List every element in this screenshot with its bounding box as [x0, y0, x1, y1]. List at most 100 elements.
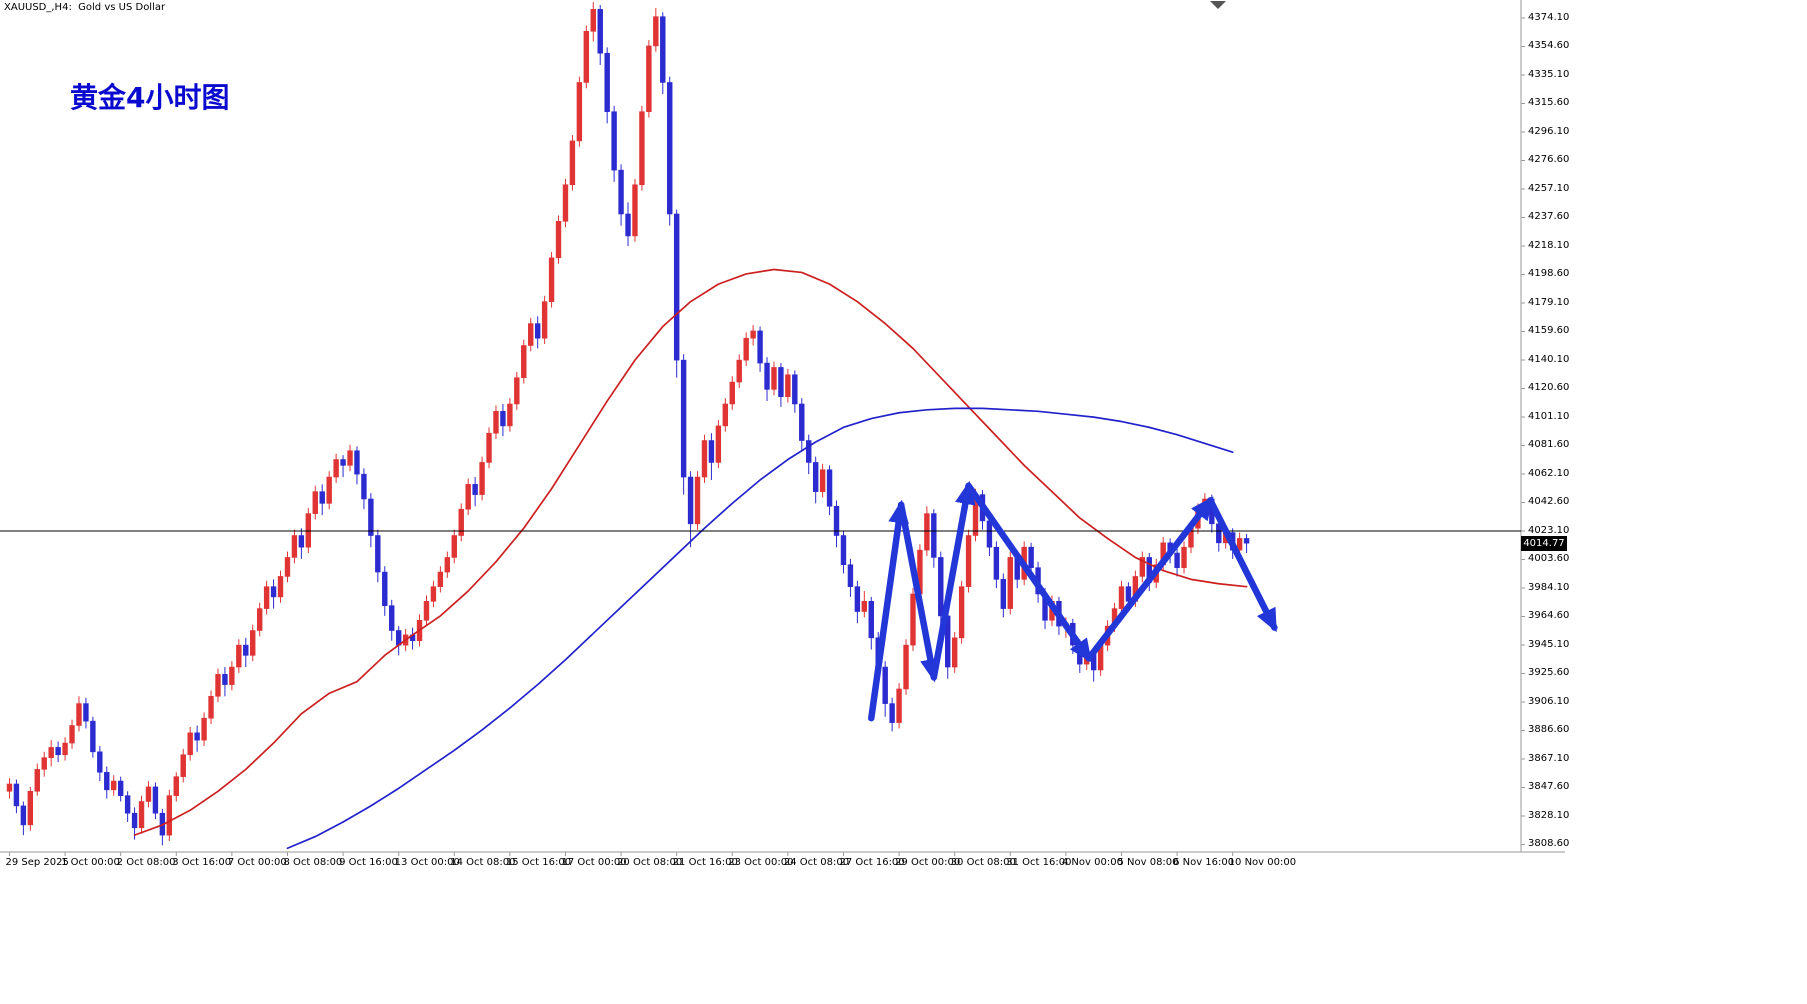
candle	[951, 637, 958, 668]
candle	[90, 720, 96, 753]
candle	[1139, 557, 1146, 577]
candle	[465, 484, 471, 510]
candle	[20, 805, 27, 826]
candle	[263, 586, 270, 609]
candle	[305, 513, 312, 548]
trend-arrow[interactable]	[868, 499, 909, 722]
candle	[660, 16, 666, 83]
candle	[55, 747, 61, 756]
trend-arrow[interactable]	[1085, 496, 1214, 662]
candle	[243, 644, 249, 656]
candle	[83, 703, 89, 722]
candle	[347, 450, 353, 466]
candle	[924, 513, 930, 551]
candle	[555, 220, 562, 259]
candle	[1174, 552, 1180, 568]
candle	[868, 600, 874, 639]
candle	[124, 795, 131, 814]
candle	[138, 801, 145, 829]
candle	[569, 140, 576, 186]
candle	[854, 586, 861, 612]
candle	[604, 52, 610, 112]
candle	[618, 169, 624, 215]
candle	[653, 16, 659, 47]
candle	[722, 403, 729, 427]
candle	[583, 30, 590, 83]
candle	[896, 688, 902, 723]
candle	[680, 359, 687, 478]
candle	[340, 459, 346, 466]
chart-shift-marker[interactable]	[1210, 1, 1226, 9]
candle	[771, 367, 777, 390]
trend-arrows[interactable]	[868, 480, 1278, 722]
candle	[187, 732, 193, 756]
candle	[458, 508, 464, 536]
candle	[111, 780, 117, 791]
trend-arrow[interactable]	[930, 480, 976, 681]
candle	[590, 9, 596, 32]
candle	[743, 337, 749, 361]
candle	[256, 608, 263, 631]
candle	[326, 476, 332, 504]
candle	[799, 403, 805, 441]
candle	[750, 330, 756, 339]
candle	[729, 381, 735, 405]
candle	[437, 571, 444, 587]
candle	[625, 213, 631, 237]
candle	[541, 301, 548, 339]
candle	[1028, 546, 1034, 568]
candle	[277, 576, 284, 598]
candle	[319, 491, 325, 504]
candle	[76, 703, 82, 726]
symbol-label: XAUUSD_,H4: Gold vs US Dollar	[4, 2, 166, 13]
candle	[479, 462, 485, 495]
candle	[284, 557, 291, 577]
candle	[215, 674, 221, 697]
candle	[785, 374, 791, 397]
candle	[847, 564, 854, 587]
ma-blue-line[interactable]	[286, 407, 1234, 850]
candle	[806, 440, 812, 463]
candle	[986, 520, 993, 548]
candle	[889, 703, 895, 723]
trend-arrow[interactable]	[897, 501, 941, 683]
candle	[597, 9, 603, 54]
candle	[562, 184, 569, 222]
candle	[194, 732, 200, 741]
candle	[548, 257, 555, 302]
candle	[528, 323, 534, 346]
candle	[882, 666, 888, 704]
candle	[173, 776, 179, 796]
candle	[840, 535, 847, 566]
trend-arrow[interactable]	[1207, 497, 1278, 633]
candle	[389, 605, 395, 631]
candle	[778, 367, 784, 397]
candle	[152, 786, 159, 814]
candle	[687, 476, 694, 525]
candle	[48, 747, 54, 758]
candle	[521, 345, 527, 378]
candle	[382, 571, 388, 606]
candles-layer	[6, 2, 1250, 846]
candle	[375, 535, 381, 573]
trend-arrow[interactable]	[965, 482, 1093, 663]
candle	[736, 359, 742, 383]
candle	[1000, 579, 1007, 609]
candle	[861, 600, 868, 612]
candle	[903, 644, 909, 690]
candle	[41, 757, 47, 770]
candle	[13, 783, 20, 807]
candle	[958, 586, 965, 639]
candle	[166, 795, 173, 836]
candle	[298, 535, 305, 548]
candle	[27, 790, 34, 826]
candle	[514, 377, 520, 405]
candle	[639, 111, 645, 186]
candle	[291, 535, 298, 558]
candle	[131, 812, 138, 829]
candle	[694, 476, 701, 525]
ma-red-line[interactable]	[133, 268, 1248, 836]
candle	[667, 82, 673, 215]
